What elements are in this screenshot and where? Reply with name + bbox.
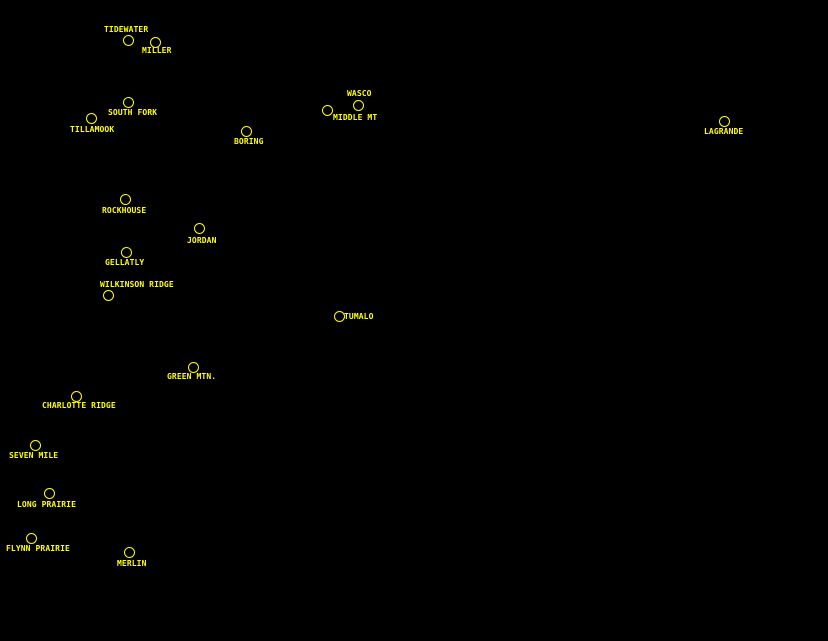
- station-marker-tumalo[interactable]: [333, 310, 345, 322]
- station-marker-boring[interactable]: [240, 125, 252, 137]
- station-marker-charlotte-ridge[interactable]: [70, 390, 82, 402]
- station-label-long-prairie: LONG PRAIRIE: [17, 500, 76, 509]
- station-label-boring: BORING: [234, 137, 264, 146]
- station-marker-jordan[interactable]: [193, 222, 205, 234]
- station-label-wilkinson-ridge: WILKINSON RIDGE: [100, 280, 174, 289]
- station-label-south-fork: SOUTH FORK: [108, 108, 158, 117]
- station-marker-tidewater[interactable]: [122, 34, 134, 46]
- station-label-miller: MILLER: [142, 46, 172, 55]
- station-label-flynn-prairie: FLYNN PRAIRIE: [6, 544, 70, 553]
- station-marker-seven-mile[interactable]: [29, 439, 41, 451]
- station-marker-lagrande[interactable]: [718, 115, 730, 127]
- station-marker-rockhouse[interactable]: [119, 193, 131, 205]
- station-marker-long-prairie[interactable]: [43, 487, 55, 499]
- station-marker-merlin[interactable]: [123, 546, 135, 558]
- station-label-green-mtn: GREEN MTN.: [167, 372, 217, 381]
- station-label-lagrande: LAGRANDE: [704, 127, 744, 136]
- station-marker-miller[interactable]: [149, 36, 161, 48]
- station-label-tumalo: TUMALO: [344, 312, 374, 321]
- station-label-rockhouse: ROCKHOUSE: [102, 206, 147, 215]
- station-marker-wasco[interactable]: [352, 99, 364, 111]
- station-label-merlin: MERLIN: [117, 559, 147, 568]
- station-label-charlotte-ridge: CHARLOTTE RIDGE: [42, 401, 116, 410]
- station-marker-green-mtn[interactable]: [187, 361, 199, 373]
- station-label-tidewater: TIDEWATER: [104, 25, 149, 34]
- station-marker-tillamook[interactable]: [85, 112, 97, 124]
- station-label-wasco: WASCO: [347, 89, 372, 98]
- station-label-seven-mile: SEVEN MILE: [9, 451, 59, 460]
- station-marker-middle-mt[interactable]: [321, 104, 333, 116]
- station-label-tillamook: TILLAMOOK: [70, 125, 115, 134]
- station-label-middle-mt: MIDDLE MT: [333, 113, 378, 122]
- station-marker-flynn-prairie[interactable]: [25, 532, 37, 544]
- station-marker-wilkinson-ridge[interactable]: [102, 289, 114, 301]
- station-label-jordan: JORDAN: [187, 236, 217, 245]
- station-label-gellatly: GELLATLY: [105, 258, 145, 267]
- station-marker-gellatly[interactable]: [120, 246, 132, 258]
- station-marker-south-fork[interactable]: [122, 96, 134, 108]
